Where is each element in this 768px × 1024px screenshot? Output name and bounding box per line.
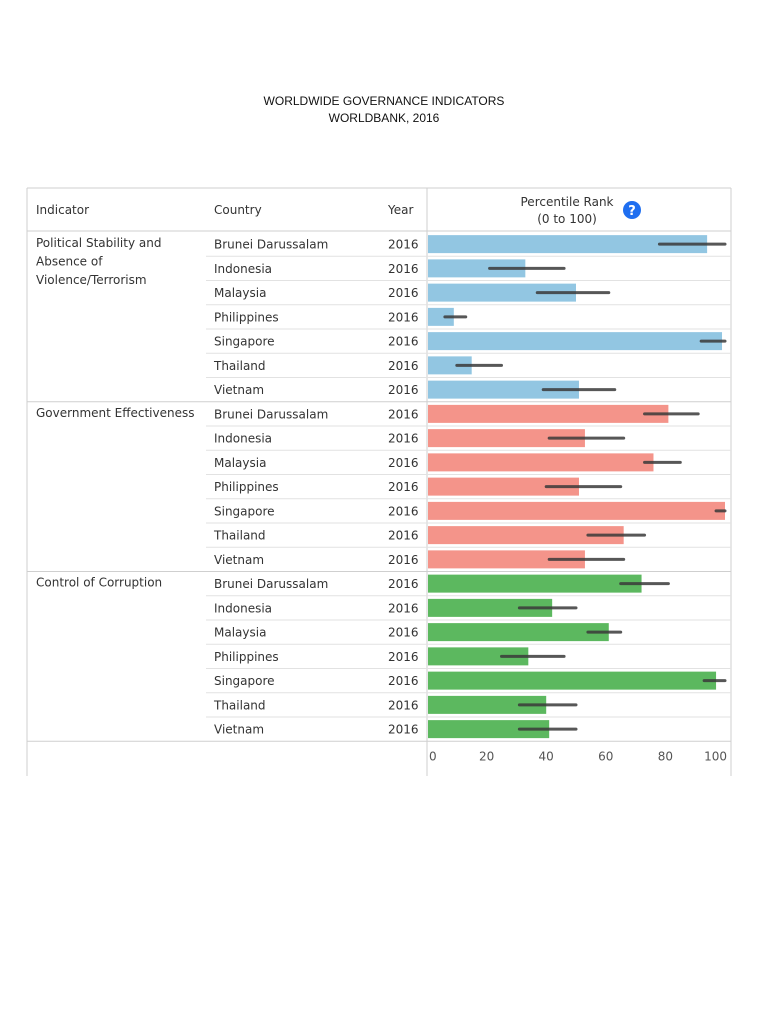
country-label: Brunei Darussalam <box>214 238 328 252</box>
bar <box>428 332 723 351</box>
bar <box>428 598 553 617</box>
country-label: Vietnam <box>214 383 264 397</box>
bar <box>428 671 717 690</box>
bar <box>428 404 669 423</box>
year-label: 2016 <box>388 577 419 591</box>
country-label: Philippines <box>214 650 279 664</box>
bar <box>428 477 579 496</box>
question-mark-glyph: ? <box>628 204 636 219</box>
x-tick-label: 20 <box>479 749 494 763</box>
bar <box>428 550 585 569</box>
indicator-label: Violence/Terrorism <box>36 273 147 287</box>
bar <box>428 453 654 472</box>
x-tick-label: 100 <box>704 749 727 763</box>
year-label: 2016 <box>388 286 419 300</box>
indicator-label: Political Stability and <box>36 236 161 250</box>
bar <box>428 623 609 642</box>
year-label: 2016 <box>388 674 419 688</box>
country-label: Singapore <box>214 335 275 349</box>
bar <box>428 429 585 448</box>
country-label: Singapore <box>214 674 275 688</box>
bar <box>428 307 454 326</box>
question-mark-icon <box>623 201 641 219</box>
country-label: Malaysia <box>214 456 266 470</box>
indicator-label: Control of Corruption <box>36 576 162 590</box>
country-label: Indonesia <box>214 262 272 276</box>
year-label: 2016 <box>388 650 419 664</box>
year-label: 2016 <box>388 601 419 615</box>
year-label: 2016 <box>388 626 419 640</box>
country-label: Vietnam <box>214 723 264 737</box>
header-country: Country <box>214 203 262 217</box>
year-label: 2016 <box>388 456 419 470</box>
country-label: Thailand <box>213 698 266 712</box>
year-label: 2016 <box>388 723 419 737</box>
country-label: Vietnam <box>214 553 264 567</box>
year-label: 2016 <box>388 698 419 712</box>
x-tick-label: 40 <box>539 749 554 763</box>
bar <box>428 647 529 666</box>
country-label: Philippines <box>214 480 279 494</box>
country-label: Singapore <box>214 504 275 518</box>
year-label: 2016 <box>388 262 419 276</box>
year-label: 2016 <box>388 310 419 324</box>
country-label: Thailand <box>213 359 266 373</box>
x-tick-label: 80 <box>658 749 673 763</box>
bar <box>428 259 526 278</box>
bar <box>428 283 576 302</box>
bar <box>428 720 550 739</box>
x-tick-label: 0 <box>429 749 437 763</box>
country-label: Philippines <box>214 310 279 324</box>
header-year: Year <box>388 203 414 217</box>
country-label: Brunei Darussalam <box>214 407 328 421</box>
bar <box>428 695 547 714</box>
year-label: 2016 <box>388 504 419 518</box>
country-label: Indonesia <box>214 601 272 615</box>
x-tick-label: 60 <box>598 749 613 763</box>
country-label: Thailand <box>213 529 266 543</box>
header-percentile-range: (0 to 100) <box>537 212 597 226</box>
indicator-label: Absence of <box>36 255 103 269</box>
bar <box>428 356 472 375</box>
year-label: 2016 <box>388 529 419 543</box>
year-label: 2016 <box>388 238 419 252</box>
country-label: Malaysia <box>214 626 266 640</box>
year-label: 2016 <box>388 480 419 494</box>
year-label: 2016 <box>388 359 419 373</box>
bar <box>428 380 579 399</box>
year-label: 2016 <box>388 432 419 446</box>
country-label: Brunei Darussalam <box>214 577 328 591</box>
bar <box>428 235 708 254</box>
year-label: 2016 <box>388 383 419 397</box>
year-label: 2016 <box>388 407 419 421</box>
country-label: Malaysia <box>214 286 266 300</box>
year-label: 2016 <box>388 553 419 567</box>
header-percentile-rank: Percentile Rank <box>520 195 614 209</box>
bar <box>428 574 642 593</box>
bar <box>428 501 725 520</box>
country-label: Indonesia <box>214 432 272 446</box>
page-title: WORLDWIDE GOVERNANCE INDICATORS <box>263 94 505 108</box>
indicator-label: Government Effectiveness <box>36 406 195 420</box>
bar <box>428 526 624 545</box>
page-subtitle: WORLDBANK, 2016 <box>328 111 440 125</box>
header-indicator: Indicator <box>36 203 90 217</box>
year-label: 2016 <box>388 335 419 349</box>
